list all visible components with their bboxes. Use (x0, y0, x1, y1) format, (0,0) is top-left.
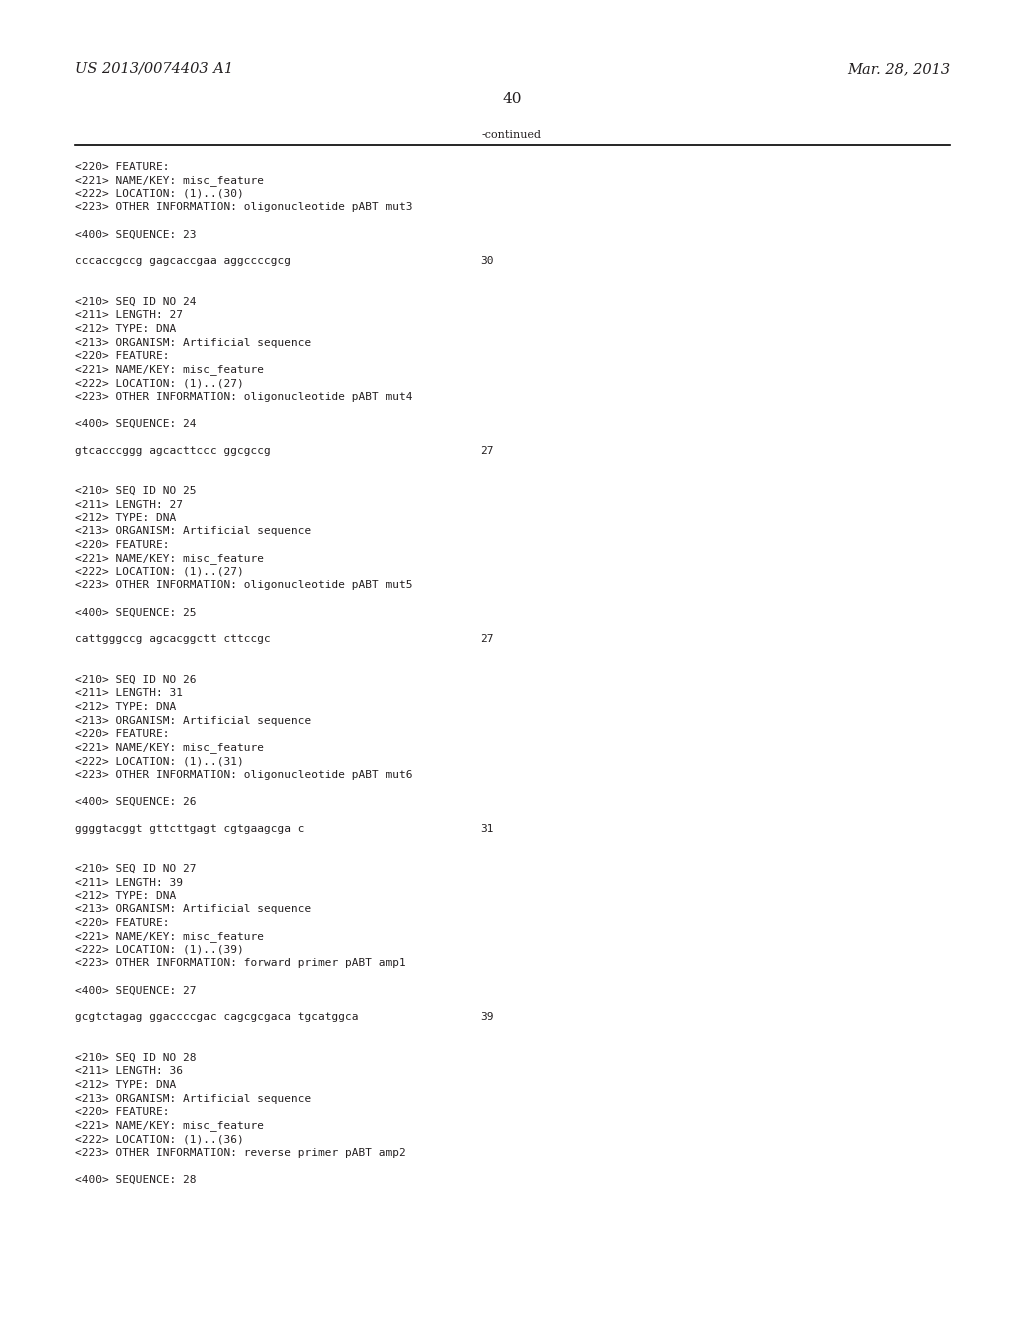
Text: <221> NAME/KEY: misc_feature: <221> NAME/KEY: misc_feature (75, 364, 264, 375)
Text: -continued: -continued (482, 129, 542, 140)
Text: <400> SEQUENCE: 25: <400> SEQUENCE: 25 (75, 607, 197, 618)
Text: <221> NAME/KEY: misc_feature: <221> NAME/KEY: misc_feature (75, 176, 264, 186)
Text: <222> LOCATION: (1)..(27): <222> LOCATION: (1)..(27) (75, 378, 244, 388)
Text: <213> ORGANISM: Artificial sequence: <213> ORGANISM: Artificial sequence (75, 1093, 311, 1104)
Text: cattgggccg agcacggctt cttccgc: cattgggccg agcacggctt cttccgc (75, 635, 270, 644)
Text: <211> LENGTH: 36: <211> LENGTH: 36 (75, 1067, 183, 1077)
Text: 27: 27 (480, 635, 494, 644)
Text: Mar. 28, 2013: Mar. 28, 2013 (847, 62, 950, 77)
Text: <212> TYPE: DNA: <212> TYPE: DNA (75, 323, 176, 334)
Text: <222> LOCATION: (1)..(31): <222> LOCATION: (1)..(31) (75, 756, 244, 766)
Text: <400> SEQUENCE: 28: <400> SEQUENCE: 28 (75, 1175, 197, 1184)
Text: <221> NAME/KEY: misc_feature: <221> NAME/KEY: misc_feature (75, 553, 264, 565)
Text: <223> OTHER INFORMATION: oligonucleotide pABT mut3: <223> OTHER INFORMATION: oligonucleotide… (75, 202, 413, 213)
Text: gcgtctagag ggaccccgac cagcgcgaca tgcatggca: gcgtctagag ggaccccgac cagcgcgaca tgcatgg… (75, 1012, 358, 1023)
Text: <213> ORGANISM: Artificial sequence: <213> ORGANISM: Artificial sequence (75, 715, 311, 726)
Text: <223> OTHER INFORMATION: oligonucleotide pABT mut5: <223> OTHER INFORMATION: oligonucleotide… (75, 581, 413, 590)
Text: <223> OTHER INFORMATION: forward primer pABT amp1: <223> OTHER INFORMATION: forward primer … (75, 958, 406, 969)
Text: <211> LENGTH: 39: <211> LENGTH: 39 (75, 878, 183, 887)
Text: <210> SEQ ID NO 25: <210> SEQ ID NO 25 (75, 486, 197, 496)
Text: <222> LOCATION: (1)..(36): <222> LOCATION: (1)..(36) (75, 1134, 244, 1144)
Text: <400> SEQUENCE: 27: <400> SEQUENCE: 27 (75, 986, 197, 995)
Text: <210> SEQ ID NO 24: <210> SEQ ID NO 24 (75, 297, 197, 308)
Text: <400> SEQUENCE: 24: <400> SEQUENCE: 24 (75, 418, 197, 429)
Text: <212> TYPE: DNA: <212> TYPE: DNA (75, 702, 176, 711)
Text: <220> FEATURE:: <220> FEATURE: (75, 540, 170, 550)
Text: <211> LENGTH: 31: <211> LENGTH: 31 (75, 689, 183, 698)
Text: <220> FEATURE:: <220> FEATURE: (75, 162, 170, 172)
Text: <220> FEATURE:: <220> FEATURE: (75, 1107, 170, 1117)
Text: <213> ORGANISM: Artificial sequence: <213> ORGANISM: Artificial sequence (75, 338, 311, 347)
Text: <220> FEATURE:: <220> FEATURE: (75, 729, 170, 739)
Text: <222> LOCATION: (1)..(30): <222> LOCATION: (1)..(30) (75, 189, 244, 199)
Text: <211> LENGTH: 27: <211> LENGTH: 27 (75, 499, 183, 510)
Text: <222> LOCATION: (1)..(39): <222> LOCATION: (1)..(39) (75, 945, 244, 954)
Text: <220> FEATURE:: <220> FEATURE: (75, 917, 170, 928)
Text: cccaccgccg gagcaccgaa aggccccgcg: cccaccgccg gagcaccgaa aggccccgcg (75, 256, 291, 267)
Text: <212> TYPE: DNA: <212> TYPE: DNA (75, 1080, 176, 1090)
Text: <221> NAME/KEY: misc_feature: <221> NAME/KEY: misc_feature (75, 1121, 264, 1131)
Text: gtcacccggg agcacttccc ggcgccg: gtcacccggg agcacttccc ggcgccg (75, 446, 270, 455)
Text: <210> SEQ ID NO 28: <210> SEQ ID NO 28 (75, 1053, 197, 1063)
Text: <210> SEQ ID NO 27: <210> SEQ ID NO 27 (75, 865, 197, 874)
Text: <223> OTHER INFORMATION: oligonucleotide pABT mut4: <223> OTHER INFORMATION: oligonucleotide… (75, 392, 413, 401)
Text: 27: 27 (480, 446, 494, 455)
Text: ggggtacggt gttcttgagt cgtgaagcga c: ggggtacggt gttcttgagt cgtgaagcga c (75, 824, 304, 833)
Text: <212> TYPE: DNA: <212> TYPE: DNA (75, 513, 176, 523)
Text: <213> ORGANISM: Artificial sequence: <213> ORGANISM: Artificial sequence (75, 527, 311, 536)
Text: <221> NAME/KEY: misc_feature: <221> NAME/KEY: misc_feature (75, 932, 264, 942)
Text: 39: 39 (480, 1012, 494, 1023)
Text: <222> LOCATION: (1)..(27): <222> LOCATION: (1)..(27) (75, 568, 244, 577)
Text: 40: 40 (502, 92, 522, 106)
Text: 30: 30 (480, 256, 494, 267)
Text: US 2013/0074403 A1: US 2013/0074403 A1 (75, 62, 233, 77)
Text: <223> OTHER INFORMATION: reverse primer pABT amp2: <223> OTHER INFORMATION: reverse primer … (75, 1147, 406, 1158)
Text: <210> SEQ ID NO 26: <210> SEQ ID NO 26 (75, 675, 197, 685)
Text: 31: 31 (480, 824, 494, 833)
Text: <221> NAME/KEY: misc_feature: <221> NAME/KEY: misc_feature (75, 742, 264, 754)
Text: <400> SEQUENCE: 23: <400> SEQUENCE: 23 (75, 230, 197, 239)
Text: <213> ORGANISM: Artificial sequence: <213> ORGANISM: Artificial sequence (75, 904, 311, 915)
Text: <220> FEATURE:: <220> FEATURE: (75, 351, 170, 360)
Text: <400> SEQUENCE: 26: <400> SEQUENCE: 26 (75, 796, 197, 807)
Text: <212> TYPE: DNA: <212> TYPE: DNA (75, 891, 176, 902)
Text: <223> OTHER INFORMATION: oligonucleotide pABT mut6: <223> OTHER INFORMATION: oligonucleotide… (75, 770, 413, 780)
Text: <211> LENGTH: 27: <211> LENGTH: 27 (75, 310, 183, 321)
